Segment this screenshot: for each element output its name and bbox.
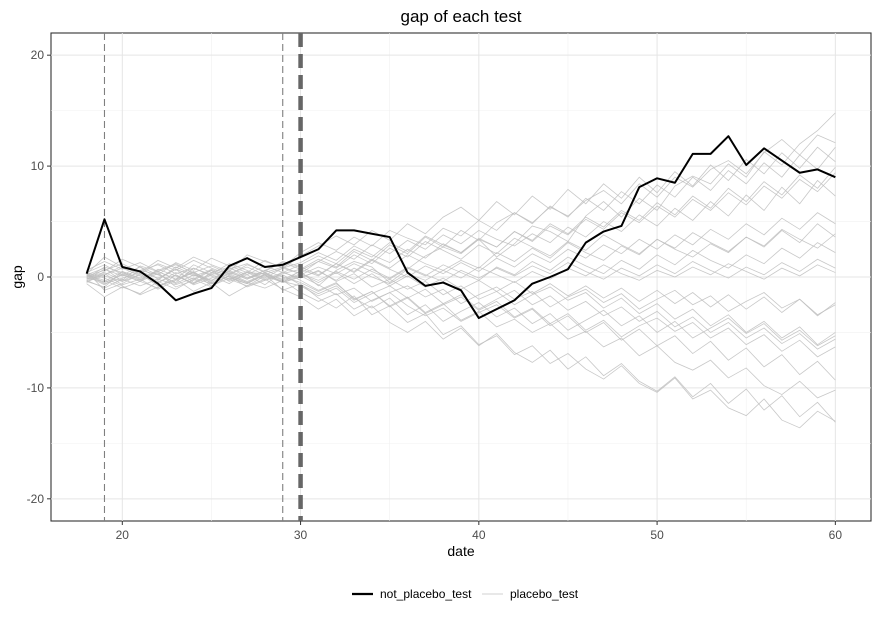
placebo-series-line-18 (86, 172, 836, 276)
placebo-series-line-16 (86, 228, 836, 289)
legend-label-placebo-test: placebo_test (510, 587, 579, 601)
y-tick-label: -20 (27, 492, 45, 506)
x-tick-label: 50 (650, 528, 664, 542)
placebo-series-line-19 (86, 263, 836, 285)
placebo-series-line-5 (86, 179, 836, 284)
legend-label-not-placebo-test: not_placebo_test (380, 587, 472, 601)
x-tick-label: 40 (472, 528, 486, 542)
axis-ticks: 20 30 40 50 60 -20 -10 0 10 20 (27, 48, 843, 542)
y-axis-title: gap (9, 265, 25, 289)
placebo-series-line-15 (86, 258, 836, 282)
y-tick-label: -10 (27, 381, 45, 395)
y-tick-label: 0 (37, 270, 44, 284)
placebo-series-line-2 (86, 270, 836, 429)
placebo-series-line-3 (86, 134, 836, 277)
y-tick-label: 20 (31, 48, 45, 62)
chart-title: gap of each test (401, 7, 522, 26)
placebo-series-line-13 (86, 146, 836, 283)
y-tick-label: 10 (31, 159, 45, 173)
placebo-series-line-1 (86, 112, 836, 287)
x-tick-label: 60 (829, 528, 843, 542)
placebo-series-group (86, 112, 836, 429)
placebo-series-line-21 (86, 274, 836, 350)
placebo-series-line-23 (86, 271, 836, 317)
placebo-series-line-17 (86, 266, 836, 347)
x-axis-title: date (447, 543, 474, 559)
x-tick-label: 20 (116, 528, 130, 542)
x-tick-label: 30 (294, 528, 308, 542)
main-series-group (85, 135, 836, 320)
placebo-series-line-20 (86, 212, 836, 278)
placebo-series-line-22 (86, 146, 836, 281)
vertical-reference-lines (103, 33, 303, 521)
not-placebo-series-line (85, 135, 836, 320)
placebo-series-line-11 (86, 242, 836, 285)
legend: not_placebo_test placebo_test (352, 587, 579, 601)
